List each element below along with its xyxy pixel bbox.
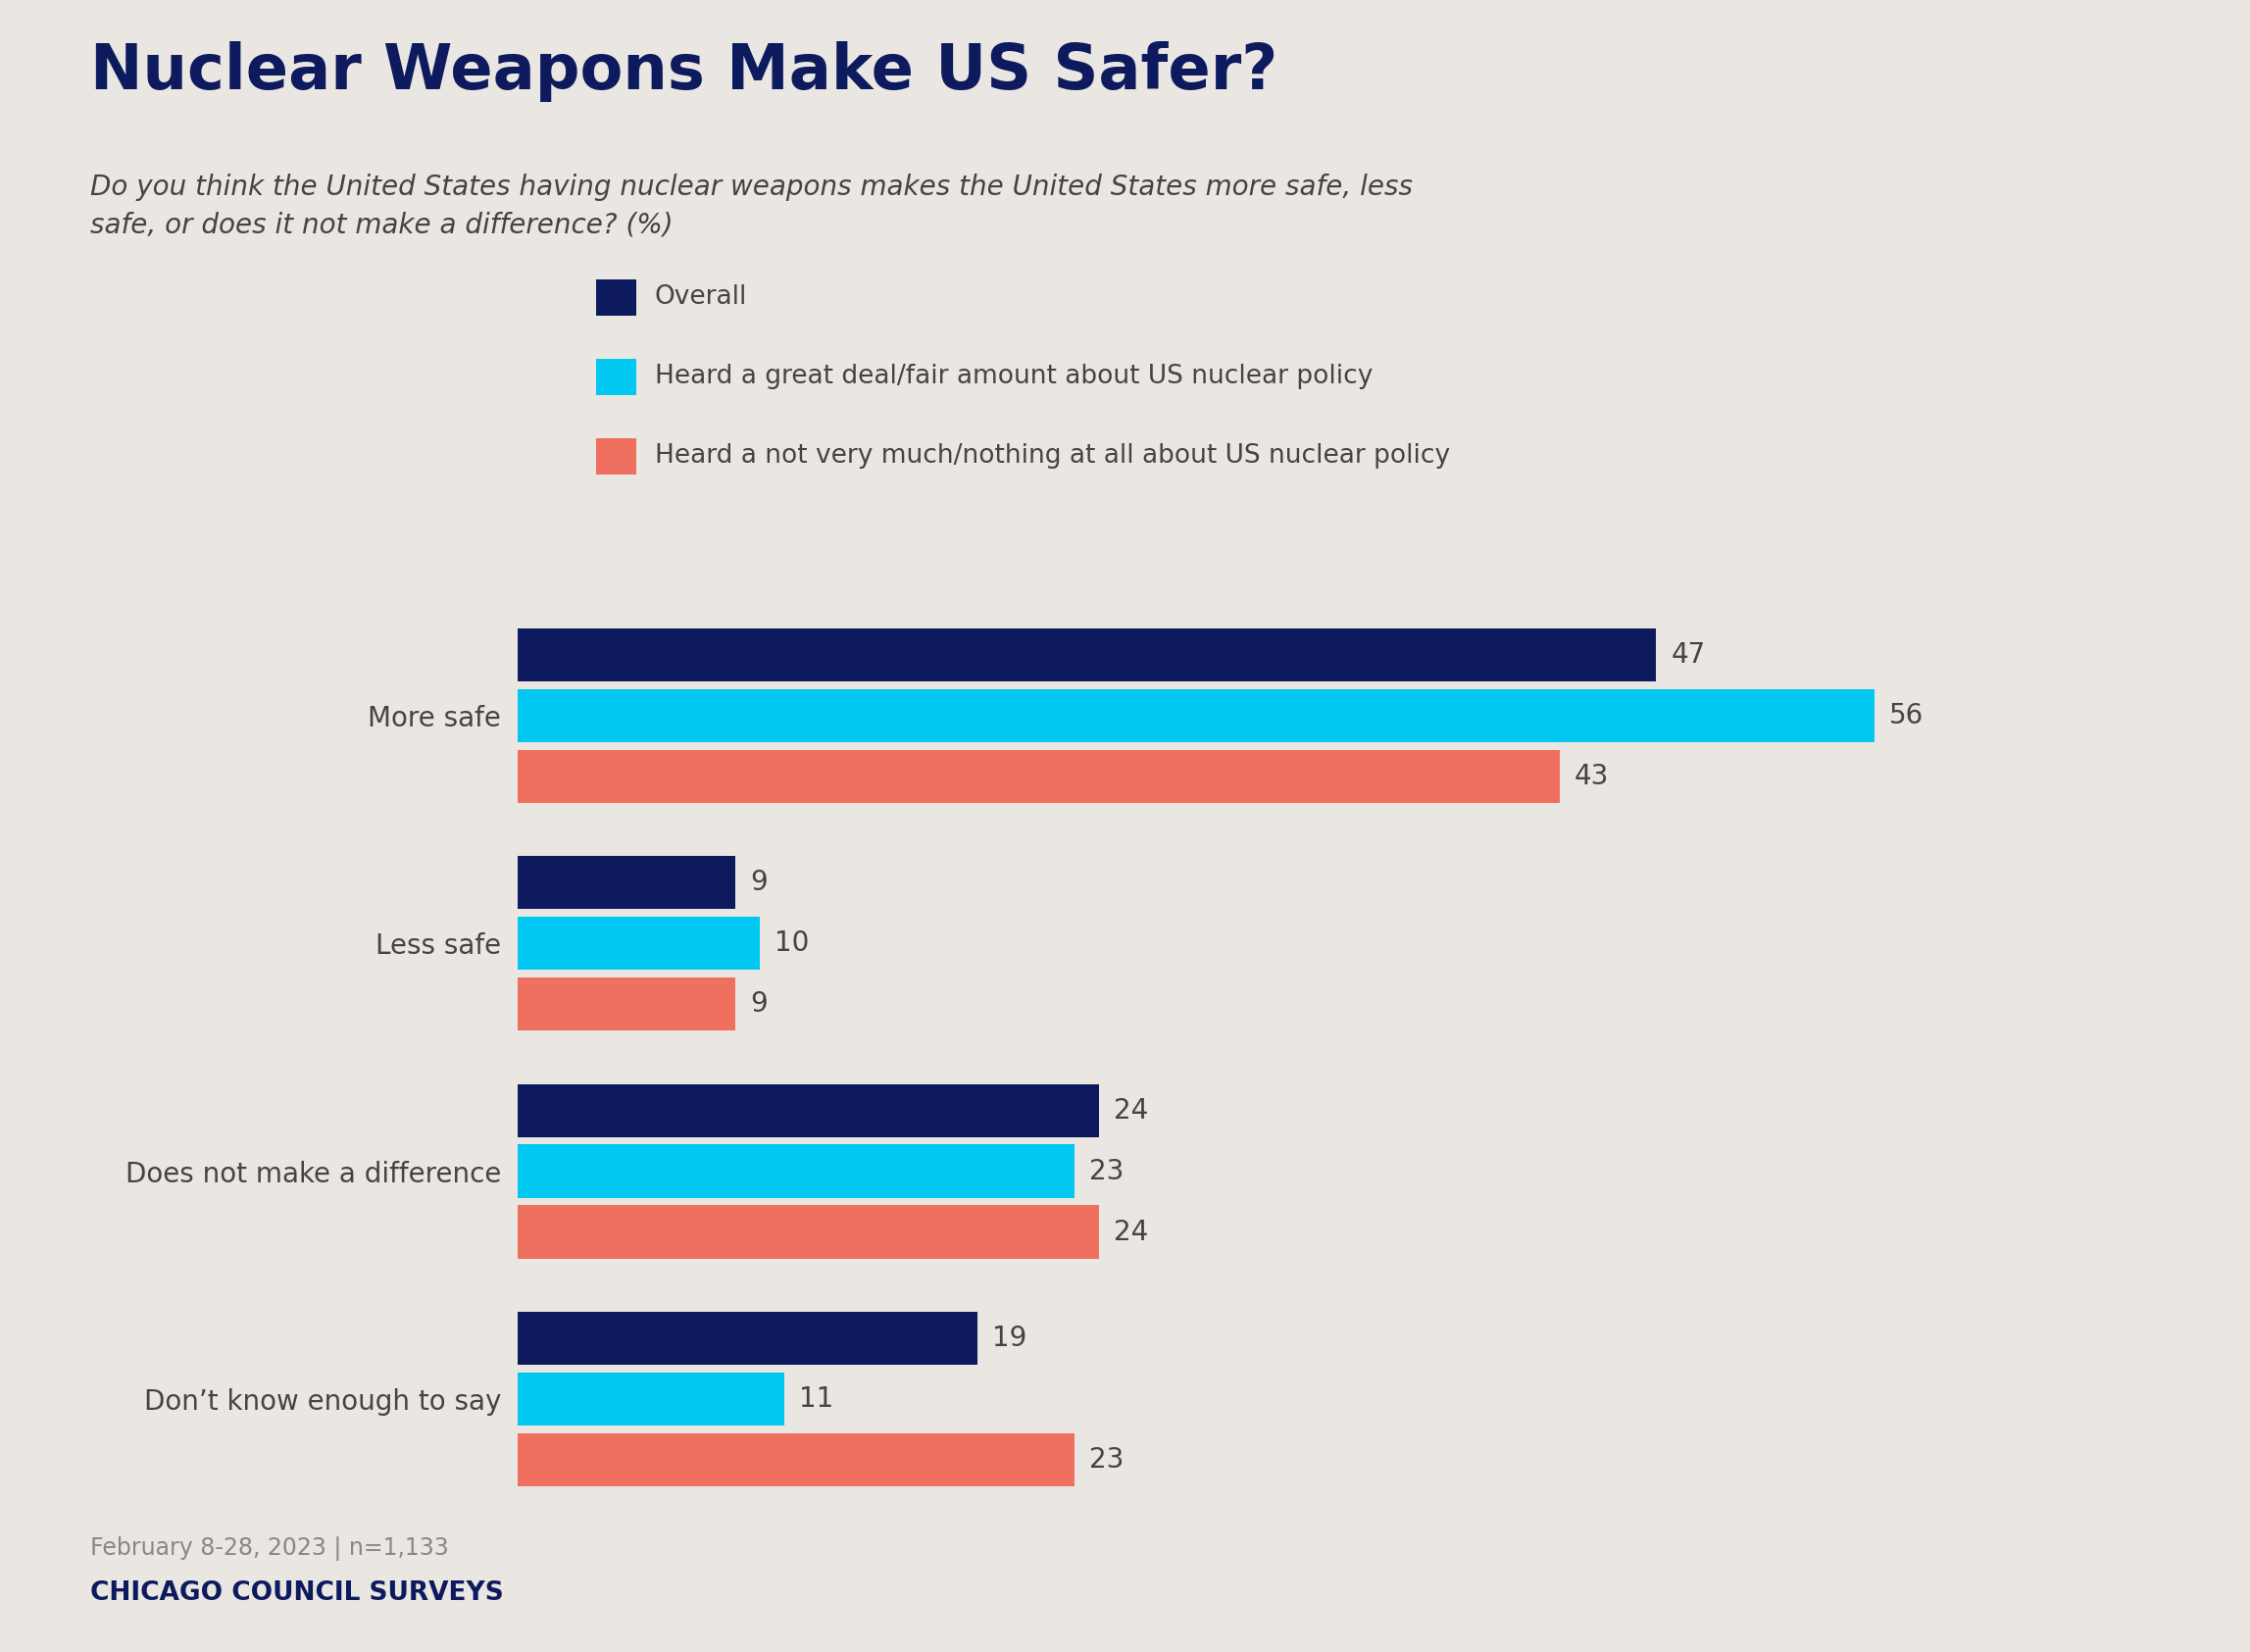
Text: CHICAGO COUNCIL SURVEYS: CHICAGO COUNCIL SURVEYS — [90, 1581, 504, 1606]
Bar — [518, 628, 1656, 682]
Text: Heard a great deal/fair amount about US nuclear policy: Heard a great deal/fair amount about US … — [655, 363, 1372, 390]
Text: 23: 23 — [1089, 1446, 1125, 1474]
Text: 23: 23 — [1089, 1158, 1125, 1184]
Bar — [518, 1373, 783, 1426]
Text: 10: 10 — [774, 930, 810, 957]
Text: 9: 9 — [749, 991, 767, 1018]
Bar — [518, 1312, 979, 1365]
Bar — [518, 856, 736, 909]
Text: 11: 11 — [799, 1384, 832, 1412]
Bar — [518, 1206, 1098, 1259]
Text: 24: 24 — [1114, 1218, 1148, 1246]
Text: 19: 19 — [992, 1325, 1026, 1351]
Text: Nuclear Weapons Make US Safer?: Nuclear Weapons Make US Safer? — [90, 41, 1278, 102]
Bar — [518, 1084, 1098, 1137]
Text: 9: 9 — [749, 869, 767, 897]
Bar — [518, 1432, 1076, 1487]
Bar — [518, 750, 1559, 803]
Bar — [518, 978, 736, 1031]
Text: 47: 47 — [1672, 641, 1705, 669]
Text: 24: 24 — [1114, 1097, 1148, 1123]
Text: Heard a not very much/nothing at all about US nuclear policy: Heard a not very much/nothing at all abo… — [655, 443, 1449, 469]
Bar — [518, 1145, 1076, 1198]
Bar — [518, 689, 1874, 742]
Text: Overall: Overall — [655, 284, 747, 311]
Bar — [518, 917, 760, 970]
Text: 43: 43 — [1575, 763, 1609, 790]
Text: Do you think the United States having nuclear weapons makes the United States mo: Do you think the United States having nu… — [90, 173, 1413, 240]
Text: February 8-28, 2023 | n=1,133: February 8-28, 2023 | n=1,133 — [90, 1536, 448, 1561]
Text: 56: 56 — [1890, 702, 1924, 730]
